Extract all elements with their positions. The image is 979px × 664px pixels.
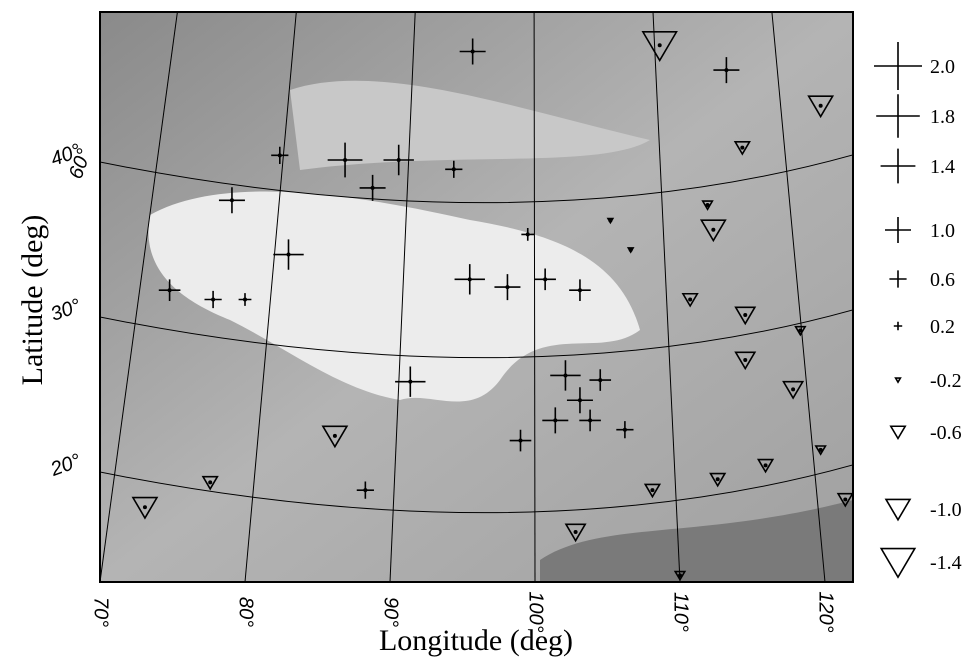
station-dot bbox=[333, 434, 337, 438]
station-dot bbox=[706, 203, 710, 207]
y-axis-label: Latitude (deg) bbox=[16, 215, 49, 386]
station-dot bbox=[819, 448, 823, 452]
legend-label: 2.0 bbox=[930, 56, 955, 78]
legend-symbol bbox=[885, 217, 911, 243]
station-dot bbox=[578, 398, 582, 402]
station-dot bbox=[598, 378, 602, 382]
station-dot bbox=[526, 232, 530, 236]
legend-symbol bbox=[891, 426, 905, 438]
station-dot bbox=[143, 505, 147, 509]
x-tick-label: 70° bbox=[90, 597, 112, 627]
station-dot bbox=[819, 104, 823, 108]
station-dot bbox=[678, 573, 682, 577]
legend-symbol bbox=[896, 378, 901, 382]
station-dot bbox=[764, 463, 768, 467]
station-dot bbox=[578, 288, 582, 292]
legend-label: 1.8 bbox=[930, 106, 955, 128]
legend-symbol bbox=[894, 322, 902, 330]
x-tick-label: 90° bbox=[380, 597, 402, 627]
station-dot bbox=[363, 488, 367, 492]
station-dot bbox=[563, 373, 567, 377]
station-dot bbox=[243, 298, 247, 302]
station-dot bbox=[408, 380, 412, 384]
station-dot bbox=[843, 497, 847, 501]
map-area bbox=[90, 12, 870, 582]
legend-label: -0.6 bbox=[930, 422, 962, 444]
station-dot bbox=[688, 298, 692, 302]
station-dot bbox=[343, 158, 347, 162]
legend-label: 1.0 bbox=[930, 220, 955, 242]
station-dot bbox=[553, 418, 557, 422]
legend-symbol bbox=[881, 149, 916, 184]
legend-label: 1.4 bbox=[930, 156, 955, 178]
station-dot bbox=[168, 288, 172, 292]
station-dot bbox=[743, 313, 747, 317]
legend-label: 0.2 bbox=[930, 316, 955, 338]
map-figure: Longitude (deg) Latitude (deg) 60° 70°80… bbox=[0, 0, 979, 664]
station-dot bbox=[208, 480, 212, 484]
y-tick-label: 30° bbox=[48, 295, 84, 326]
station-dot bbox=[230, 198, 234, 202]
station-dot bbox=[658, 43, 662, 47]
station-dot bbox=[798, 329, 802, 333]
station-dot bbox=[278, 153, 282, 157]
legend-label: 0.6 bbox=[930, 269, 955, 291]
station-dot bbox=[740, 146, 744, 150]
legend-label: -0.2 bbox=[930, 370, 962, 392]
station-dot bbox=[724, 68, 728, 72]
station-dot bbox=[574, 530, 578, 534]
station-dot bbox=[287, 253, 291, 257]
station-dot bbox=[543, 277, 547, 281]
x-tick-label: 80° bbox=[235, 597, 257, 627]
legend: 2.0 1.8 1.4 1.0 0.6 0.2 -0.2 -0.6 -1.0 -1.4 bbox=[874, 42, 962, 577]
station-dot bbox=[371, 186, 375, 190]
station-dot bbox=[650, 488, 654, 492]
station-dot bbox=[397, 158, 401, 162]
legend-symbol bbox=[876, 94, 920, 138]
station-dot bbox=[743, 358, 747, 362]
x-tick-label: 120° bbox=[815, 591, 837, 632]
station-dot bbox=[608, 218, 612, 222]
station-dot bbox=[452, 167, 456, 171]
y-tick-label: 20° bbox=[47, 450, 84, 481]
legend-symbol bbox=[886, 499, 910, 519]
station-dot bbox=[471, 50, 475, 54]
station-dot bbox=[791, 387, 795, 391]
legend-symbol bbox=[874, 42, 922, 90]
station-dot bbox=[629, 248, 633, 252]
station-dot bbox=[468, 277, 472, 281]
legend-label: -1.4 bbox=[930, 552, 962, 574]
x-tick-label: 100° bbox=[525, 591, 547, 632]
station-dot bbox=[505, 285, 509, 289]
station-dot bbox=[711, 228, 715, 232]
station-dot bbox=[716, 477, 720, 481]
legend-label: -1.0 bbox=[930, 499, 962, 521]
station-dot bbox=[588, 418, 592, 422]
legend-symbol bbox=[889, 270, 906, 287]
station-dot bbox=[519, 439, 523, 443]
legend-symbol bbox=[881, 549, 915, 578]
station-dot bbox=[623, 428, 627, 432]
x-tick-label: 110° bbox=[670, 592, 692, 632]
station-dot bbox=[211, 298, 215, 302]
